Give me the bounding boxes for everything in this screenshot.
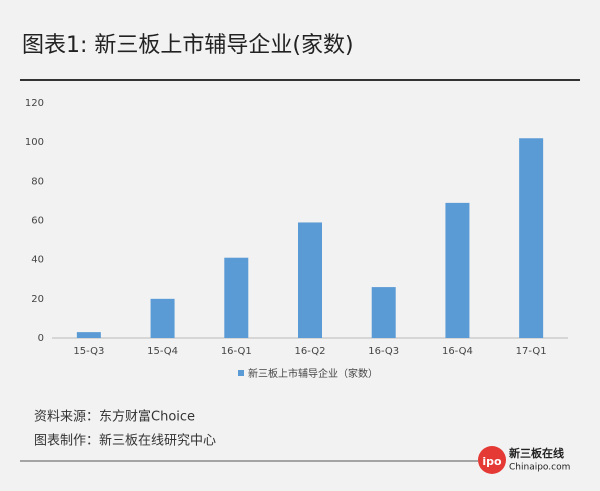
bar: [298, 222, 322, 338]
bar: [224, 257, 249, 338]
bar: [519, 138, 544, 338]
x-tick-label: 15-Q3: [73, 346, 104, 357]
bar: [445, 202, 470, 338]
logo-name: 新三板在线: [509, 446, 564, 460]
x-tick-label: 16-Q1: [221, 346, 252, 357]
legend-swatch: [238, 370, 244, 376]
x-tick-label: 16-Q4: [442, 346, 473, 357]
x-tick-label: 17-Q1: [516, 346, 547, 357]
y-tick-label: 0: [38, 333, 44, 344]
x-tick-label: 16-Q2: [295, 346, 326, 357]
logo-badge: [478, 446, 506, 474]
x-tick-label: 16-Q3: [368, 346, 399, 357]
bar: [371, 287, 396, 338]
x-tick-label: 15-Q4: [147, 346, 178, 357]
source-note: 资料来源：东方财富Choice: [34, 409, 195, 425]
bar: [76, 332, 101, 338]
y-tick-label: 60: [31, 216, 44, 227]
bar: [150, 298, 175, 338]
chart-title: 图表1: 新三板上市辅导企业(家数): [22, 33, 354, 58]
logo-badge-text: ipo: [482, 455, 502, 468]
logo-site: Chinaipo.com: [509, 463, 570, 473]
y-tick-label: 20: [31, 294, 44, 305]
y-tick-label: 100: [25, 137, 44, 148]
y-tick-label: 120: [25, 98, 44, 109]
y-tick-label: 80: [31, 176, 44, 187]
y-tick-label: 40: [31, 255, 44, 266]
legend-label: 新三板上市辅导企业（家数）: [248, 367, 378, 380]
credit-note: 图表制作：新三板在线研究中心: [34, 433, 216, 449]
